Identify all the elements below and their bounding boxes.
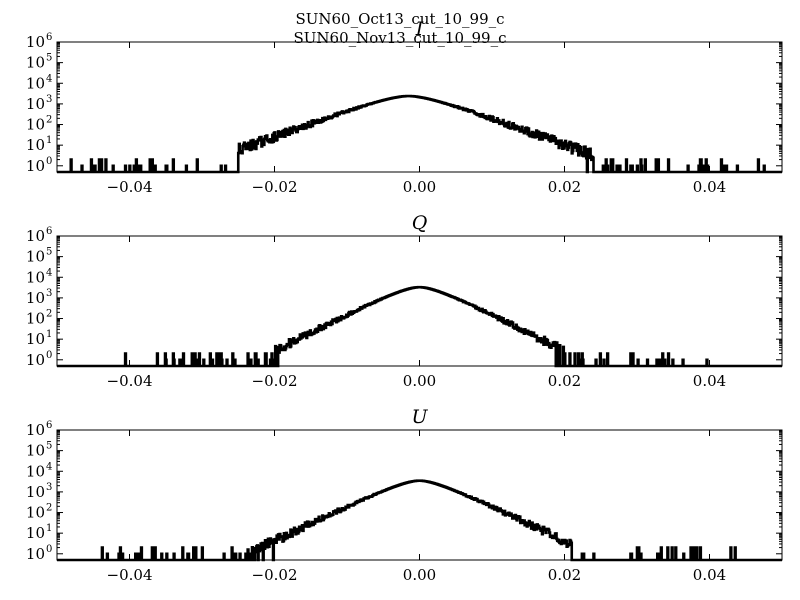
y-tick-label: 10 [26, 74, 45, 92]
histogram-series [57, 94, 782, 174]
histogram-line [57, 479, 782, 562]
y-tick-exponent: 2 [46, 115, 52, 126]
y-tick-exponent: 4 [46, 461, 52, 472]
x-tick-label: −0.04 [107, 566, 153, 584]
y-tick-label: 10 [26, 504, 45, 522]
x-tick-label: −0.04 [107, 178, 153, 196]
y-tick-exponent: 2 [46, 503, 52, 514]
x-tick-label: 0.00 [403, 178, 436, 196]
y-tick-label: 10 [26, 248, 45, 266]
y-tick-exponent: 6 [46, 226, 52, 237]
y-tick-label: 10 [26, 136, 45, 154]
x-tick-label: −0.02 [252, 178, 298, 196]
y-tick-exponent: 1 [46, 523, 52, 534]
y-tick-label: 10 [26, 442, 45, 460]
y-tick-label: 10 [26, 483, 45, 501]
y-tick-label: 10 [26, 524, 45, 542]
x-tick-label: −0.04 [107, 372, 153, 390]
x-tick-label: 0.00 [403, 372, 436, 390]
y-tick-exponent: 3 [46, 482, 52, 493]
x-tick-label: 0.04 [693, 566, 726, 584]
x-tick-label: 0.02 [548, 372, 581, 390]
y-tick-label: 10 [26, 289, 45, 307]
y-tick-exponent: 1 [46, 329, 52, 340]
y-tick-label: 10 [26, 227, 45, 245]
y-tick-exponent: 0 [46, 544, 52, 555]
y-tick-exponent: 1 [46, 135, 52, 146]
y-tick-exponent: 0 [46, 156, 52, 167]
y-tick-label: 10 [26, 421, 45, 439]
y-tick-exponent: 6 [46, 420, 52, 431]
x-tick-label: −0.02 [252, 566, 298, 584]
x-tick-label: −0.02 [252, 372, 298, 390]
y-tick-label: 10 [26, 33, 45, 51]
axes-frame [56, 235, 783, 367]
x-tick-label: 0.02 [548, 178, 581, 196]
y-tick-label: 10 [26, 310, 45, 328]
x-tick-label: 0.00 [403, 566, 436, 584]
y-tick-exponent: 2 [46, 309, 52, 320]
histogram-line [57, 94, 782, 174]
y-tick-exponent: 3 [46, 94, 52, 105]
y-tick-exponent: 4 [46, 73, 52, 84]
panel-title: U [411, 406, 428, 428]
histogram-series [57, 479, 782, 562]
y-tick-exponent: 0 [46, 350, 52, 361]
y-tick-exponent: 5 [46, 441, 52, 452]
x-tick-label: 0.04 [693, 178, 726, 196]
y-tick-exponent: 5 [46, 53, 52, 64]
y-tick-label: 10 [26, 54, 45, 72]
y-tick-label: 10 [26, 462, 45, 480]
y-tick-label: 10 [26, 116, 45, 134]
histogram-line [57, 285, 782, 368]
histogram-series [57, 285, 782, 368]
x-tick-label: 0.04 [693, 372, 726, 390]
y-tick-exponent: 6 [46, 32, 52, 43]
axes-frame [56, 41, 783, 173]
y-tick-label: 10 [26, 545, 45, 563]
suptitle-line-1: SUN60_Oct13_cut_10_99_c [295, 10, 505, 28]
panel-title: I [415, 18, 424, 40]
y-tick-exponent: 3 [46, 288, 52, 299]
y-tick-label: 10 [26, 330, 45, 348]
y-tick-exponent: 4 [46, 267, 52, 278]
axes-frame [56, 429, 783, 561]
y-tick-label: 10 [26, 268, 45, 286]
y-tick-exponent: 5 [46, 247, 52, 258]
x-tick-label: 0.02 [548, 566, 581, 584]
y-tick-label: 10 [26, 351, 45, 369]
y-tick-label: 10 [26, 95, 45, 113]
y-tick-label: 10 [26, 157, 45, 175]
panel-title: Q [412, 212, 428, 234]
